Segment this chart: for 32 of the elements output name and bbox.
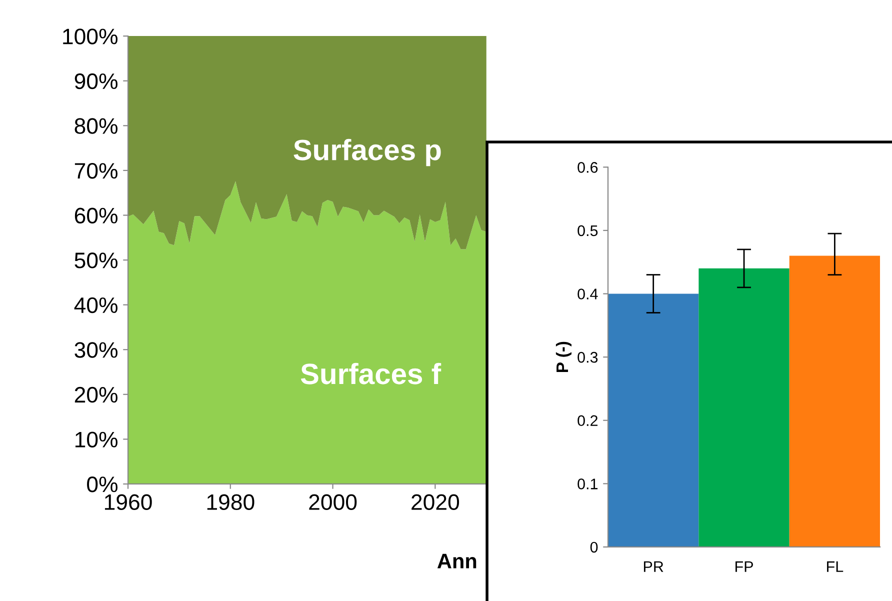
y-tick-label: 50% bbox=[74, 252, 118, 268]
x-tick-label: 1980 bbox=[207, 494, 254, 510]
y-tick-label: 0.5 bbox=[578, 225, 598, 236]
x-tick-label: 2000 bbox=[309, 494, 357, 510]
annotation: Surfaces f bbox=[300, 362, 442, 384]
y-tick-label: 90% bbox=[74, 73, 118, 90]
annotation: Surfaces p bbox=[294, 138, 441, 166]
y-tick-label: 0.3 bbox=[578, 352, 598, 363]
y-tick-label: 100% bbox=[63, 28, 118, 44]
y-tick-label: 0 bbox=[590, 542, 598, 553]
x-tick-label: 2020 bbox=[412, 494, 460, 510]
bar bbox=[698, 268, 790, 547]
x-tick-label: FL bbox=[827, 561, 844, 572]
x-axis-title: Ann bbox=[437, 554, 476, 568]
x-tick-label: 1960 bbox=[104, 494, 152, 510]
bar bbox=[608, 294, 699, 547]
y-tick-label: 30% bbox=[74, 342, 118, 358]
y-axis-title: P (-) bbox=[556, 342, 572, 372]
y-tick-label: 0% bbox=[87, 476, 118, 492]
y-tick-label: 0.2 bbox=[578, 415, 598, 426]
x-tick-label: PR bbox=[644, 561, 664, 572]
y-tick-label: 20% bbox=[74, 386, 118, 403]
x-tick-label: FP bbox=[736, 561, 753, 572]
y-tick-label: 40% bbox=[74, 297, 118, 314]
y-tick-label: 80% bbox=[74, 118, 118, 134]
y-tick-label: 70% bbox=[74, 162, 118, 179]
y-tick-label: 10% bbox=[76, 432, 118, 448]
bar bbox=[789, 256, 880, 547]
y-tick-label: 0.1 bbox=[578, 478, 598, 490]
y-tick-label: 0.4 bbox=[578, 288, 598, 300]
y-tick-label: 60% bbox=[74, 208, 118, 224]
y-tick-label: 0.6 bbox=[578, 162, 598, 173]
